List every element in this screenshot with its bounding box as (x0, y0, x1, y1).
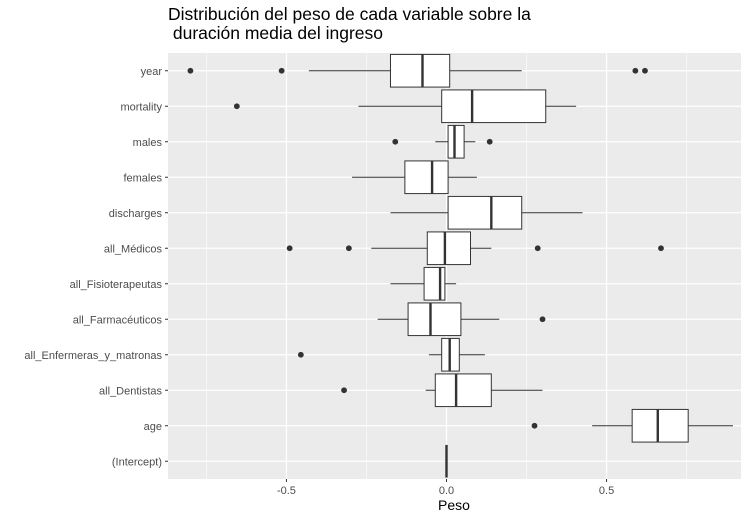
outlier-point (392, 138, 399, 145)
box-all_Médicos (286, 231, 664, 266)
y-axis: year mortality males females discharges all_M… (24, 66, 168, 468)
y-tick-label: males (133, 137, 163, 149)
box-iqr (423, 266, 446, 301)
box-all_Fisioterapeutas (390, 266, 457, 301)
outlier-point (539, 316, 546, 323)
outlier-point (233, 103, 240, 110)
outlier-point (658, 245, 664, 252)
box-iqr (389, 53, 451, 88)
box-iqr (407, 302, 462, 337)
y-tick-label: (Intercept) (112, 456, 162, 468)
y-tick-label: all_Médicos (104, 243, 163, 255)
x-tick-label: 0.5 (599, 485, 614, 497)
y-tick-label: all_Fisioterapeutas (70, 279, 163, 291)
x-tick-label: -0.5 (277, 485, 296, 497)
y-tick-label: age (144, 421, 162, 433)
x-tick-label: 0.0 (439, 485, 454, 497)
y-tick-label: discharges (109, 208, 163, 220)
box-iqr (404, 160, 449, 195)
box-iqr (426, 231, 472, 266)
box-iqr (441, 89, 547, 124)
x-axis-label: Peso (438, 497, 470, 513)
box-layer (187, 53, 733, 478)
outlier-point (642, 67, 648, 74)
chart-title: Distribución del peso de cada variable s… (168, 4, 531, 43)
box-iqr (447, 124, 465, 159)
box-females (352, 160, 477, 195)
plot-panel (168, 53, 741, 479)
box-iqr (434, 373, 492, 408)
y-tick-label: females (123, 172, 162, 184)
box-mortality (233, 89, 577, 124)
box-all_Dentistas (341, 373, 543, 408)
y-tick-label: all_Enfermeras_y_matronas (24, 350, 162, 362)
outlier-point (187, 67, 194, 74)
outlier-point (286, 245, 293, 252)
outlier-point (278, 67, 285, 74)
box-iqr (631, 408, 689, 443)
box-year (187, 53, 648, 88)
outlier-point (531, 422, 538, 429)
outlier-point (345, 245, 352, 252)
outlier-point (341, 387, 347, 394)
y-tick-label: all_Farmacéuticos (73, 314, 163, 326)
outlier-point (632, 67, 639, 74)
outlier-point (297, 351, 304, 358)
y-tick-label: mortality (120, 101, 162, 113)
outlier-point (534, 245, 541, 252)
box-discharges (390, 195, 583, 230)
x-axis: -0.5 0.0 0.5 (277, 479, 614, 497)
y-tick-label: all_Dentistas (99, 385, 162, 397)
box-iqr (447, 195, 523, 230)
y-tick-label: year (141, 66, 163, 78)
outlier-point (486, 138, 493, 145)
box-all_Farmacéuticos (377, 302, 546, 337)
box-males (392, 124, 493, 159)
box-age (531, 408, 733, 443)
box-all_Enfermeras_y_matronas (297, 337, 485, 372)
